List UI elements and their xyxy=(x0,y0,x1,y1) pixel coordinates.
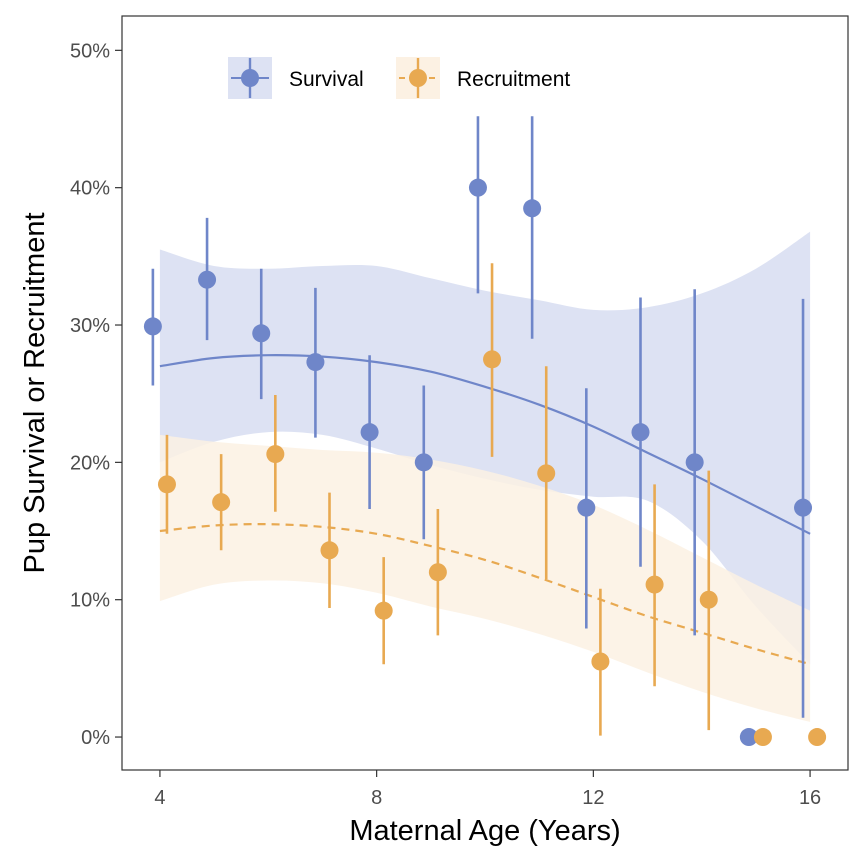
survival-point xyxy=(414,453,433,472)
legend: Survival Recruitment xyxy=(228,57,570,99)
recruitment-point xyxy=(428,563,447,582)
y-tick-label: 20% xyxy=(70,452,110,474)
recruitment-point xyxy=(591,652,610,671)
data-points xyxy=(143,116,827,747)
y-tick-label: 10% xyxy=(70,590,110,612)
recruitment-point xyxy=(537,464,556,483)
panel-border xyxy=(121,15,849,771)
legend-label-survival: Survival xyxy=(289,68,364,91)
recruitment-point xyxy=(212,493,231,512)
recruitment-point xyxy=(320,541,339,560)
x-tick-label: 4 xyxy=(154,787,165,809)
recruitment-point xyxy=(753,728,772,747)
survival-point xyxy=(739,728,758,747)
survival-point xyxy=(306,353,325,372)
recruitment-point xyxy=(645,575,664,594)
x-axis: 4 8 12 16 xyxy=(154,770,821,809)
recruitment-point xyxy=(808,728,827,747)
recruitment-point xyxy=(699,590,718,609)
y-tick-label: 50% xyxy=(70,40,110,62)
legend-label-recruitment: Recruitment xyxy=(457,68,570,91)
fit-lines xyxy=(159,354,811,666)
survival-point xyxy=(685,453,704,472)
legend-key-point xyxy=(241,69,259,87)
survival-confidence-band xyxy=(159,231,811,665)
survival-point xyxy=(198,270,217,289)
x-axis-title: Maternal Age (Years) xyxy=(349,815,620,847)
survival-point xyxy=(468,178,487,197)
y-axis-title: Pup Survival or Recruitment xyxy=(19,212,51,573)
recruitment-point xyxy=(483,350,502,369)
recruitment-confidence-band xyxy=(159,434,811,722)
survival-point xyxy=(523,199,542,218)
survival-point xyxy=(794,498,813,517)
survival-point xyxy=(360,423,379,442)
survival-point xyxy=(577,498,596,517)
x-tick-label: 16 xyxy=(799,787,821,809)
recruitment-point xyxy=(157,475,176,494)
legend-item-survival: Survival xyxy=(228,57,364,99)
survival-point xyxy=(143,317,162,336)
survival-point xyxy=(252,324,271,343)
survival-point xyxy=(631,423,650,442)
y-tick-label: 30% xyxy=(70,315,110,337)
legend-item-recruitment: Recruitment xyxy=(396,57,570,99)
recruitment-point xyxy=(374,601,393,620)
confidence-bands xyxy=(159,231,811,722)
survival-fit-line xyxy=(159,354,811,535)
y-tick-label: 0% xyxy=(81,727,110,749)
x-tick-label: 12 xyxy=(582,787,604,809)
x-tick-label: 8 xyxy=(371,787,382,809)
recruitment-fit-line xyxy=(159,523,811,666)
legend-key-point xyxy=(409,69,427,87)
y-axis: 0% 10% 20% 30% 40% 50% xyxy=(70,40,122,749)
y-tick-label: 40% xyxy=(70,178,110,200)
recruitment-point xyxy=(266,445,285,464)
